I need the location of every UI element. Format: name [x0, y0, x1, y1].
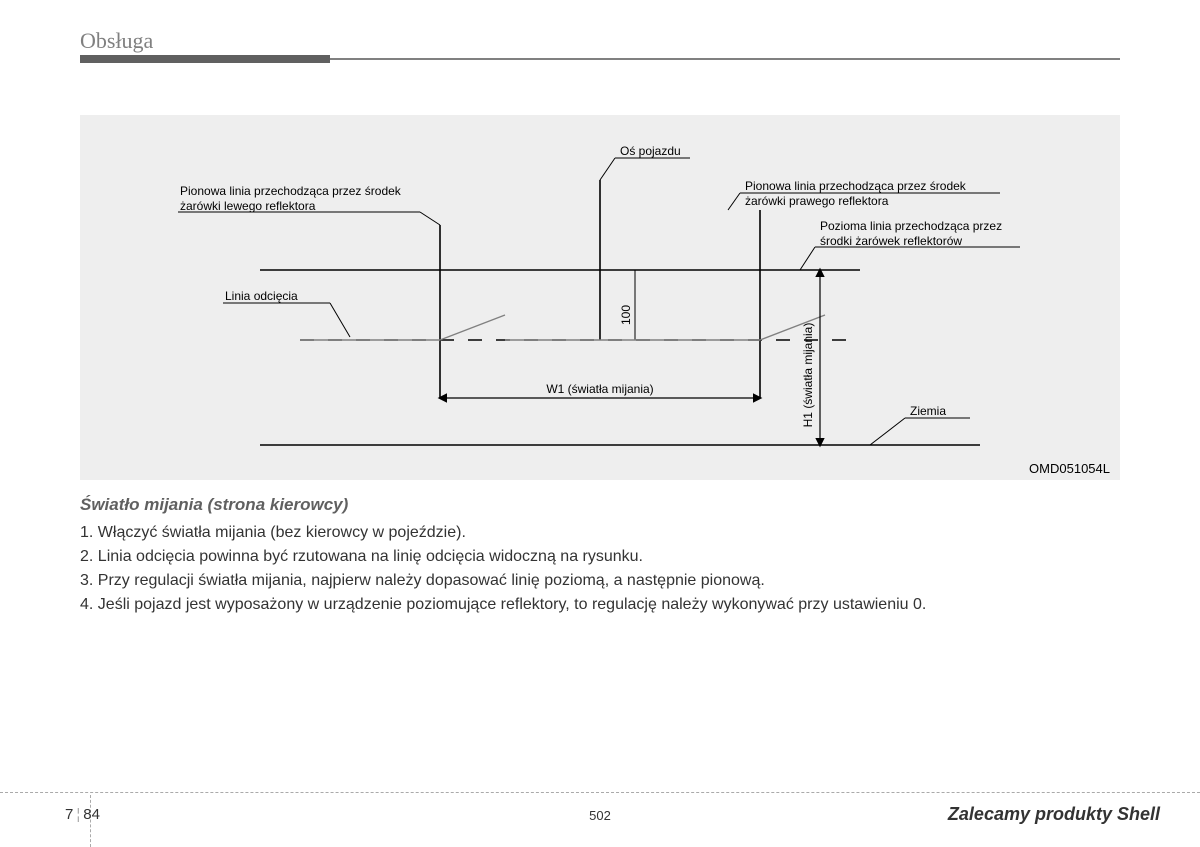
body-line-2: 2. Linia odcięcia powinna być rzutowana … — [80, 545, 1120, 569]
label-left-reflector-2: żarówki lewego reflektora — [180, 199, 316, 213]
leader-cutoff — [330, 303, 350, 337]
label-right-reflector-2: żarówki prawego reflektora — [745, 194, 889, 208]
headlight-aim-diagram: Oś pojazdu Pionowa linia przechodząca pr… — [80, 115, 1120, 480]
label-horiz-1: Pozioma linia przechodząca przez — [820, 219, 1002, 233]
footer-separator — [0, 792, 1200, 793]
label-right-reflector-1: Pionowa linia przechodząca przez środek — [745, 179, 967, 193]
label-w1: W1 (światła mijania) — [546, 382, 653, 396]
leader-left-reflector — [420, 212, 440, 225]
header-rule — [80, 58, 1120, 60]
label-100: 100 — [619, 305, 633, 325]
leader-vehicle-axis — [600, 158, 615, 180]
label-ground: Ziemia — [910, 404, 946, 418]
header-rule-thick — [80, 55, 330, 63]
label-horiz-2: środki żarówek reflektorów — [820, 234, 962, 248]
label-cutoff: Linia odcięcia — [225, 289, 298, 303]
diagram-svg: Oś pojazdu Pionowa linia przechodząca pr… — [80, 115, 1120, 480]
page-header: Obsługa — [80, 28, 1120, 60]
section-title: Obsługa — [80, 28, 1120, 54]
leader-ground — [870, 418, 905, 445]
body-line-3: 3. Przy regulacji światła mijania, najpi… — [80, 569, 1120, 593]
cutoff-pattern — [300, 315, 825, 340]
label-h1: H1 (światła mijania) — [801, 323, 815, 428]
leader-horiz — [800, 247, 815, 270]
label-vehicle-axis: Oś pojazdu — [620, 144, 681, 158]
diagram-code: OMD051054L — [1029, 461, 1110, 476]
body-line-4: 4. Jeśli pojazd jest wyposażony w urządz… — [80, 593, 1120, 617]
body-heading: Światło mijania (strona kierowcy) — [80, 495, 1120, 515]
body-line-1: 1. Włączyć światła mijania (bez kierowcy… — [80, 521, 1120, 545]
body-text: Światło mijania (strona kierowcy) 1. Włą… — [80, 495, 1120, 617]
footer-tagline: Zalecamy produkty Shell — [948, 804, 1160, 825]
leader-right-reflector — [728, 193, 740, 210]
label-left-reflector-1: Pionowa linia przechodząca przez środek — [180, 184, 402, 198]
